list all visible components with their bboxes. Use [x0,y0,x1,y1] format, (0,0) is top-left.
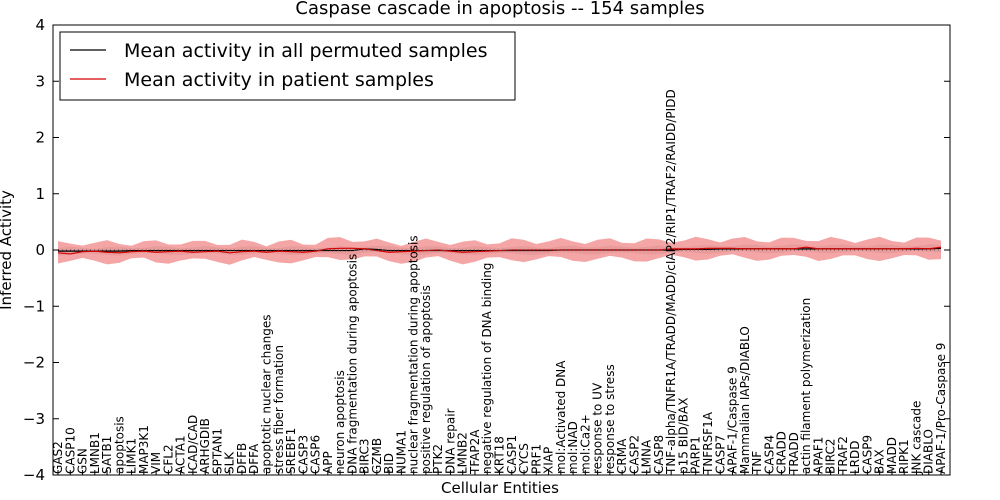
x-category-label: PARP1 [689,436,703,474]
x-category-label: mol:Activated DNA [554,360,568,474]
x-category-label: CASP2 [627,435,641,474]
x-category-label: CASP10 [63,427,77,474]
y-tick-label: −4 [23,466,45,484]
x-category-label: MAP3K1 [137,425,151,474]
x-category-label: DNA fragmentation during apoptosis [345,254,359,474]
x-category-label: TNF [750,451,764,475]
x-category-label: Mammalian IAPs/DIABLO [738,326,752,474]
x-category-label: stress fiber formation [272,345,286,474]
x-category-label: APP [321,451,335,474]
x-category-label: TNFRSF1A [701,411,715,475]
x-category-label: SATB1 [100,436,114,474]
x-category-label: CRMA [615,438,629,474]
y-tick-label: 0 [35,241,45,259]
x-category-label: XIAP [542,447,556,474]
legend-box [59,31,516,101]
y-tick-label: −2 [23,354,45,372]
y-tick-label: 3 [35,72,45,90]
x-category-label: SPTAN1 [210,428,224,474]
x-category-label: mol:NAD [566,421,580,474]
y-tick-label: −3 [23,410,45,428]
x-category-label: GAS2 [51,441,65,474]
lines-layer [57,246,942,255]
plot-frame [52,24,951,476]
x-category-label: p15 BID/BAX [676,398,690,474]
series-line-1 [57,246,942,255]
x-category-label: DFFA [247,443,261,474]
x-category-label: CRADD [775,431,789,474]
x-category-label: TNF-alpha/TNFR1A/TRADD/MADD/cIAP2/RIP1/T… [664,89,678,475]
x-category-label: neuron apoptosis [333,370,347,474]
x-category-label: CASP8 [652,435,666,474]
x-category-label: CYCS [517,443,531,474]
y-tick-label: 1 [35,185,45,203]
x-category-label: DNA repair [443,408,457,474]
x-category-label: APAF-1/Pro-Caspase 9 [934,343,948,474]
x-category-label: response to UV [591,382,605,474]
x-category-label: nuclear fragmentation during apoptosis [407,235,421,474]
x-category-label: RIPK1 [897,439,911,474]
y-ticks: −4 −3 −2 −1 0 1 2 3 4 [23,16,950,484]
y-tick-label: 4 [35,16,45,34]
x-category-label: negative regulation of DNA binding [480,263,494,474]
x-axis-label: Cellular Entities [441,479,559,497]
x-category-label: ARHGDIB [198,418,212,474]
y-tick-label: 2 [35,129,45,147]
x-category-label: BIRC3 [358,438,372,474]
x-category-labels: GAS2CASP10GSNLMNB1SATB1apoptosisLIMK1MAP… [51,89,948,475]
x-category-label: ICAD/CAD [186,415,200,474]
x-category-label: LMNB1 [88,432,102,474]
x-category-label: BID [382,453,396,474]
x-category-label: BAX [873,449,887,474]
x-category-label: apoptotic nuclear changes [259,315,273,474]
x-category-label: CFL2 [161,444,175,474]
x-category-label: CASP3 [296,435,310,474]
x-category-label: response to stress [603,364,617,474]
x-category-label: apoptosis [112,416,126,474]
x-category-label: LRDD [848,440,862,474]
x-category-label: CASP1 [505,435,519,474]
x-category-label: LIMK1 [125,438,139,474]
x-category-label: DIABLO [922,429,936,474]
x-category-label: SLK [223,451,237,474]
y-axis-label: Inferred Activity [0,190,15,310]
x-category-label: PRF1 [529,444,543,474]
x-category-label: GZMB [370,438,384,474]
x-category-label: DFFB [235,443,249,474]
x-category-label: LMNB2 [456,432,470,474]
x-category-label: ACTA1 [174,435,188,474]
x-category-label: NUMA1 [394,430,408,474]
x-category-label: CASP4 [762,435,776,474]
x-category-label: JNK cascade [909,401,923,475]
x-category-label: positive regulation of apoptosis [419,285,433,474]
x-category-label: TRADD [787,432,801,475]
x-category-label: TFAP2A [468,429,482,475]
x-category-label: KRT18 [493,436,507,474]
chart-title: Caspase cascade in apoptosis -- 154 samp… [295,0,704,19]
x-category-label: APAF1 [811,437,825,474]
x-category-label: TRAF2 [836,436,850,475]
y-tick-label: −1 [23,297,45,315]
legend-label-0: Mean activity in all permuted samples [124,40,487,62]
x-category-label: GSN [76,448,90,474]
x-category-label: SREBF1 [284,428,298,474]
x-category-label: CASP6 [309,435,323,474]
x-category-label: PTK2 [431,444,445,474]
x-category-label: VIM [149,452,163,474]
x-category-label: CASP9 [860,435,874,474]
x-category-label: actin filament polymerization [799,298,813,474]
x-category-label: CASP7 [713,435,727,474]
x-category-label: APAF-1/Caspase 9 [726,366,740,474]
x-category-label: LMNA [640,439,654,474]
x-category-label: BIRC2 [824,438,838,474]
x-category-label: mol:Ca2+ [578,414,592,474]
x-category-label: MADD [885,437,899,474]
legend-label-1: Mean activity in patient samples [124,69,434,91]
legend: Mean activity in all permuted samples Mea… [59,31,516,101]
